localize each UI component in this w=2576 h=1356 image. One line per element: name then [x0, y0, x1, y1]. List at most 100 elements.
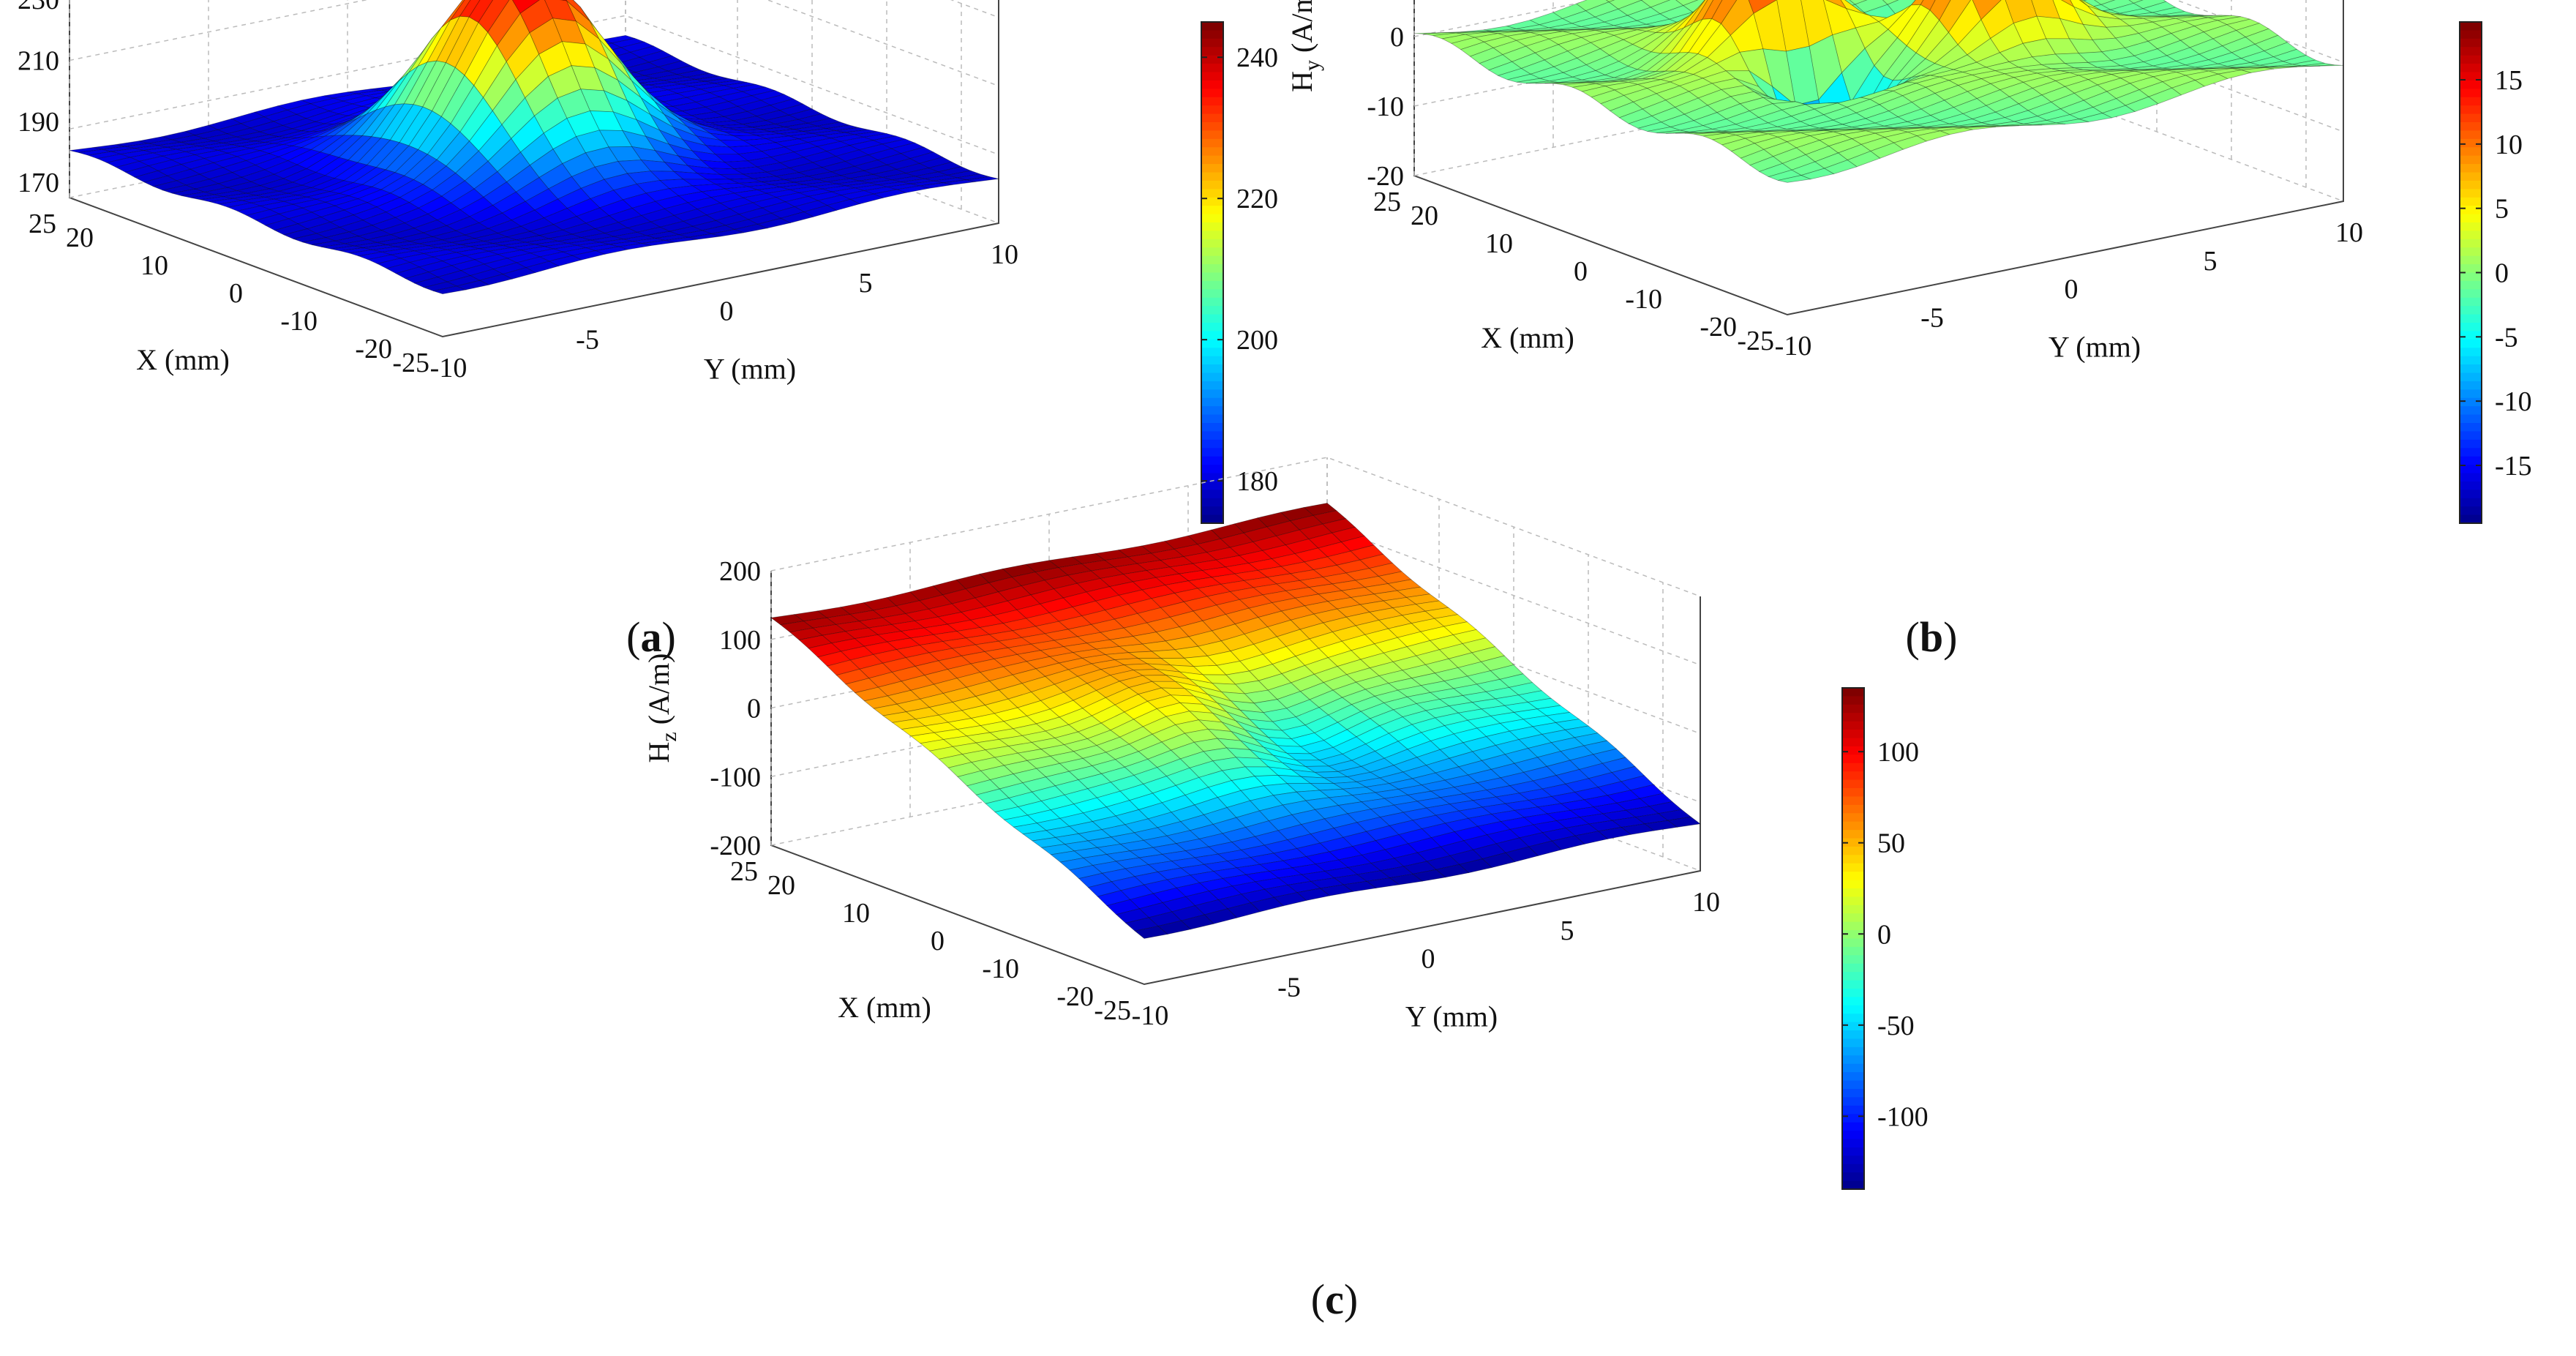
colorbar-segment	[1842, 805, 1864, 814]
y-tick-label: -10	[430, 353, 467, 383]
y-tick-label: 5	[2204, 246, 2218, 277]
colorbar-segment	[2460, 473, 2482, 482]
colorbar-segment	[1201, 448, 1223, 457]
colorbar-segment	[2460, 264, 2482, 273]
colorbar-segment	[2460, 356, 2482, 365]
colorbar-segment	[2460, 482, 2482, 490]
colorbar-segment	[2460, 373, 2482, 382]
colorbar-segment	[2460, 173, 2482, 181]
colorbar-segment	[1201, 164, 1223, 173]
colorbar-segment	[2460, 498, 2482, 507]
colorbar-segment	[2460, 206, 2482, 214]
colorbar-tick-label: -100	[1877, 1101, 1929, 1132]
colorbar-segment	[1842, 1164, 1864, 1173]
colorbar-segment	[1842, 746, 1864, 755]
colorbar-segment	[1842, 1014, 1864, 1022]
colorbar-segment	[1842, 1155, 1864, 1164]
colorbar-segment	[2460, 340, 2482, 348]
panel-label-letter: b	[1920, 613, 1943, 661]
x-tick-label: 10	[140, 250, 168, 281]
colorbar-segment	[2460, 348, 2482, 356]
colorbar-segment	[1201, 139, 1223, 148]
z-axis-label-unit: (A/m)	[642, 653, 675, 733]
x-tick-label: -20	[1700, 312, 1737, 342]
colorbar-tick-label: -15	[2495, 451, 2532, 482]
x-tick-label: 0	[931, 926, 945, 956]
colorbar-segment	[1201, 130, 1223, 139]
colorbar-segment	[1842, 1030, 1864, 1039]
colorbar-segment	[1201, 64, 1223, 72]
colorbar-segment	[1842, 1123, 1864, 1131]
x-tick-label: -25	[1737, 326, 1774, 356]
panel-label-open: (	[1311, 1276, 1325, 1323]
z-axis-label-main: H	[1285, 71, 1318, 92]
y-tick-label: -5	[576, 324, 599, 355]
colorbar-segment	[1842, 896, 1864, 905]
colorbar-segment	[1201, 256, 1223, 265]
colorbar-segment	[2460, 364, 2482, 373]
y-tick-label: 0	[2065, 274, 2079, 305]
colorbar-segment	[1201, 105, 1223, 114]
y-tick-label: 5	[1561, 915, 1574, 946]
x-tick-label: -25	[392, 348, 429, 378]
colorbar-segment	[1842, 997, 1864, 1005]
x-tick-label: -20	[1056, 981, 1094, 1012]
colorbar-segment	[1201, 181, 1223, 190]
colorbar-tick-label: 220	[1236, 184, 1278, 214]
colorbar-segment	[1201, 298, 1223, 307]
colorbar-tick-label: 100	[1877, 737, 1919, 768]
x-tick-label: 25	[29, 209, 56, 239]
colorbar-tick-label: 200	[1236, 325, 1278, 356]
x-tick-label: 20	[1411, 201, 1438, 231]
colorbar-segment	[1842, 864, 1864, 872]
x-tick-label: 10	[842, 898, 870, 929]
colorbar-segment	[1842, 730, 1864, 738]
colorbar-segment	[2460, 22, 2482, 31]
colorbar-segment	[2460, 222, 2482, 231]
y-tick-label: 10	[2335, 217, 2363, 248]
colorbar-segment	[2460, 231, 2482, 239]
colorbar-segment	[1201, 114, 1223, 123]
x-axis-label: X (mm)	[136, 343, 230, 376]
x-tick-label: -10	[982, 954, 1019, 984]
colorbar-segment	[2460, 130, 2482, 139]
colorbar-segment	[1201, 264, 1223, 273]
colorbar-segment	[2460, 398, 2482, 407]
colorbar-segment	[2460, 47, 2482, 56]
colorbar-segment	[1201, 506, 1223, 515]
y-axis-label: Y (mm)	[704, 353, 796, 386]
z-axis-label-sub: y	[1300, 60, 1324, 71]
colorbar-segment	[1201, 273, 1223, 282]
colorbar-segment	[1201, 331, 1223, 340]
colorbar-segment	[1842, 888, 1864, 897]
colorbar-segment	[1842, 830, 1864, 839]
colorbar-segment	[2460, 114, 2482, 123]
colorbar-segment	[1842, 964, 1864, 973]
colorbar-segment	[2460, 256, 2482, 265]
colorbar-segment	[1201, 47, 1223, 56]
x-tick-label: 20	[767, 870, 795, 901]
z-tick-label: 170	[18, 168, 59, 198]
panel-label-open: (	[626, 613, 640, 661]
colorbar-segment	[2460, 289, 2482, 298]
x-tick-label: 10	[1485, 228, 1513, 259]
colorbar-segment	[1201, 515, 1223, 524]
colorbar-segment	[2460, 431, 2482, 440]
colorbar-segment	[2460, 415, 2482, 424]
colorbar-segment	[1201, 498, 1223, 507]
y-axis-label: Y (mm)	[1405, 1000, 1498, 1033]
colorbar-segment	[2460, 406, 2482, 415]
colorbar-segment	[1842, 880, 1864, 889]
colorbar-segment	[1842, 705, 1864, 713]
colorbar-segment	[2460, 306, 2482, 315]
x-tick-label: 25	[1373, 187, 1401, 217]
colorbar-tick-label: 50	[1877, 828, 1905, 859]
z-tick-label: -100	[710, 762, 761, 793]
colorbar-segment	[1842, 1147, 1864, 1156]
colorbar-segment	[1842, 1022, 1864, 1031]
x-axis-label: X (mm)	[838, 991, 931, 1024]
colorbar-segment	[2460, 323, 2482, 331]
colorbar-segment	[1201, 239, 1223, 248]
colorbar-segment	[2460, 122, 2482, 131]
